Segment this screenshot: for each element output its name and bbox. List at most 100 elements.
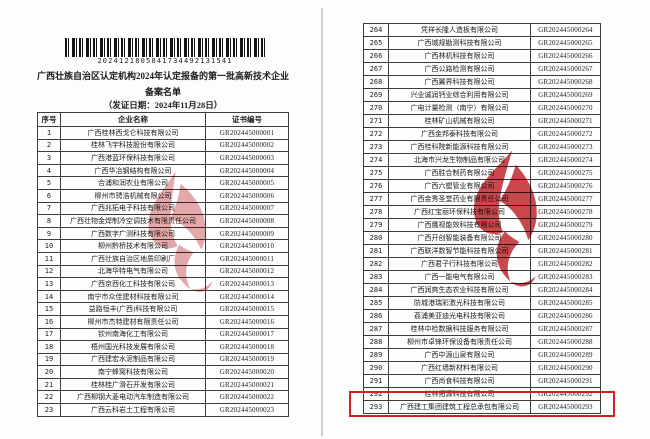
table-row: 15 益路恒丰(广西)科技有限公司 GR202445000015: [37, 302, 289, 316]
table-row: 13 广西京西化工科技有限公司 GR202445000013: [37, 277, 289, 291]
company-name-cell: 梧州国光科技发展有限公司: [60, 340, 206, 354]
row-no-cell: 4: [37, 163, 61, 178]
company-name-cell: 桂林桂广滑石开发有限公司: [60, 377, 206, 392]
table-row: 18 梧州国光科技发展有限公司 GR202445000018: [37, 340, 289, 354]
row-no-cell: 2: [37, 138, 61, 153]
company-table-left: 序号 企业名称 证书编号 1 广西桂林西戈仑科技有限公司 GR20244500000…: [37, 112, 289, 417]
row-no-cell: 16: [37, 314, 61, 329]
document-subtitle: 备案名单: [144, 87, 181, 97]
cert-no-cell: GR202445000018: [205, 340, 289, 354]
row-no-cell: 278: [363, 205, 389, 219]
table-row: 6 柳州市骋浩机械有限公司 GR202445000006: [37, 188, 289, 203]
company-name-cell: 广西君子行科技有限公司: [388, 257, 531, 271]
cert-no-cell: GR202445000285: [530, 296, 601, 310]
cert-no-cell: GR202445000287: [530, 322, 601, 336]
row-no-cell: 21: [37, 377, 61, 392]
row-no-cell: 279: [363, 218, 389, 232]
row-no-cell: 286: [363, 309, 389, 323]
table-row: 12 北海华特电气有限公司 GR202445000012: [37, 264, 289, 279]
row-no-cell: 8: [37, 214, 61, 228]
row-no-cell: 282: [363, 257, 389, 271]
table-row: 278 广西红宝丽环保科技有限公司 GR202445000278: [363, 205, 601, 219]
row-no-cell: 269: [363, 88, 389, 102]
table-row: 281 广西联洋数智节能科技有限公司 GR202445000281: [363, 244, 601, 258]
company-name-cell: 钦州南海化工有限公司: [60, 327, 206, 342]
company-name-cell: 广西公路检测有限公司: [388, 62, 531, 76]
company-name-cell: 广西一能电气有限公司: [388, 270, 531, 284]
company-name-cell: 广西金秀圣堂药业有限责任公司: [388, 192, 531, 206]
cert-no-cell: GR202445000289: [530, 348, 601, 362]
company-name-cell: 广西云科岩土工程有限公司: [60, 403, 206, 417]
company-name-cell: 广电计量检测（南宁）有限公司: [388, 101, 531, 115]
cert-no-cell: GR202445000003: [205, 151, 289, 165]
company-table-right: 264 凭祥长隆人造板有限公司 GR202445000264 265 广西城规勘测科技有…: [363, 23, 601, 414]
cert-no-cell: GR202445000268: [530, 75, 601, 89]
cert-no-cell: GR202445000015: [205, 302, 289, 316]
company-name-cell: 广西城规勘测科技有限公司: [388, 36, 531, 50]
company-name-cell: 北海市兴龙生物制品有限公司: [388, 153, 531, 167]
row-no-cell: 13: [37, 277, 61, 291]
table-row: 269 兴业诚润钙业综合利用有限公司 GR202445000269: [363, 88, 601, 102]
cert-no-cell: GR202445000023: [205, 403, 289, 417]
cert-no-cell: GR202445000273: [530, 140, 601, 154]
company-name-cell: 广西桂林西戈仑科技有限公司: [60, 126, 206, 140]
cert-no-cell: GR202445000278: [530, 205, 601, 219]
table-row: 275 广西胜合制药有限公司 GR202445000275: [363, 166, 601, 180]
table-row: 21 桂林桂广滑石开发有限公司 GR202445000021: [37, 377, 289, 392]
table-row: 19 广西建宏水泥制品有限公司 GR202445000019: [37, 352, 289, 367]
company-name-cell: 柳州黔桥技术有限公司: [60, 239, 206, 253]
table-row: 270 广电计量检测（南宁）有限公司 GR202445000270: [363, 101, 601, 115]
row-no-cell: 22: [37, 390, 61, 405]
table-row: 22 广西柳钢大菱电动汽车制造有限公司 GR202445000022: [37, 390, 289, 405]
row-no-cell: 284: [363, 283, 389, 297]
cert-no-cell: GR202445000004: [205, 163, 289, 178]
row-no-cell: 19: [37, 352, 61, 367]
company-name-cell: 广西兆拓电子科技有限公司: [60, 201, 206, 216]
row-no-cell: 15: [37, 302, 61, 316]
row-no-cell: 272: [363, 127, 389, 141]
table-row: 277 广西金秀圣堂药业有限责任公司 GR202445000277: [363, 192, 601, 206]
company-name-cell: 凭祥长隆人造板有限公司: [388, 23, 531, 37]
cert-no-cell: GR202445000283: [530, 270, 601, 284]
table-row: 10 柳州黔桥技术有限公司 GR202445000010: [37, 239, 289, 253]
table-row: 283 广西一能电气有限公司 GR202445000283: [363, 270, 601, 284]
row-no-cell: 281: [363, 244, 389, 258]
table-row: 279 广西鹰视能效科技有限公司 GR202445000279: [363, 218, 601, 232]
barcode-number: 2024121805841734492131541: [97, 57, 233, 65]
row-no-cell: 11: [37, 251, 61, 266]
cert-no-cell: GR202445000013: [205, 277, 289, 291]
company-name-cell: 桂林飞宇科技股份有限公司: [60, 138, 206, 153]
cert-no-cell: GR202445000288: [530, 335, 601, 349]
table-row: 16 柳州市杰特建材有限责任公司 GR202445000016: [37, 314, 289, 329]
cert-no-cell: GR202445000010: [205, 239, 289, 253]
row-no-cell: 264: [363, 23, 389, 37]
table-row: 20 南宁蜂窝科技有限公司 GR202445000020: [37, 365, 289, 379]
cert-no-cell: GR202445000021: [205, 377, 289, 392]
cert-no-cell: GR202445000291: [530, 374, 601, 388]
cert-no-cell: GR202445000009: [205, 226, 289, 241]
cert-no-cell: GR202445000277: [530, 192, 601, 206]
table-row: 274 北海市兴龙生物制品有限公司 GR202445000274: [363, 153, 601, 167]
table-row: 266 广西林机科技有限公司 GR202445000266: [363, 49, 601, 63]
table-row: 7 广西兆拓电子科技有限公司 GR202445000007: [37, 201, 289, 216]
cert-no-cell: GR202445000020: [205, 365, 289, 379]
cert-no-cell: GR202445000012: [205, 264, 289, 279]
table-row: 273 广西桂科院新能源科技有限公司 GR202445000273: [363, 140, 601, 154]
barcode: [65, 38, 265, 57]
cert-no-cell: GR202445000281: [530, 244, 601, 258]
row-no-cell: 17: [37, 327, 61, 342]
company-name-cell: 广西胜合制药有限公司: [388, 166, 531, 180]
row-no-cell: 274: [363, 153, 389, 167]
company-name-cell: 广西开创智能装备有限公司: [388, 231, 531, 245]
cert-no-cell: GR202445000265: [530, 36, 601, 50]
row-no-cell: 18: [37, 340, 61, 354]
row-no-cell: 265: [363, 36, 389, 50]
row-no-cell: 6: [37, 188, 61, 203]
cert-no-cell: GR202445000280: [530, 231, 601, 245]
cert-no-cell: GR202445000007: [205, 201, 289, 216]
cert-no-cell: GR202445000293: [530, 400, 601, 414]
row-no-cell: 268: [363, 75, 389, 89]
table-row: 292 桂林拓源科技有限公司 GR202445000292: [363, 387, 601, 401]
company-name-cell: 广西桂科院新能源科技有限公司: [388, 140, 531, 154]
document-title: 广西壮族自治区认定机构2024年认定报备的第一批高新技术企业: [36, 71, 289, 81]
